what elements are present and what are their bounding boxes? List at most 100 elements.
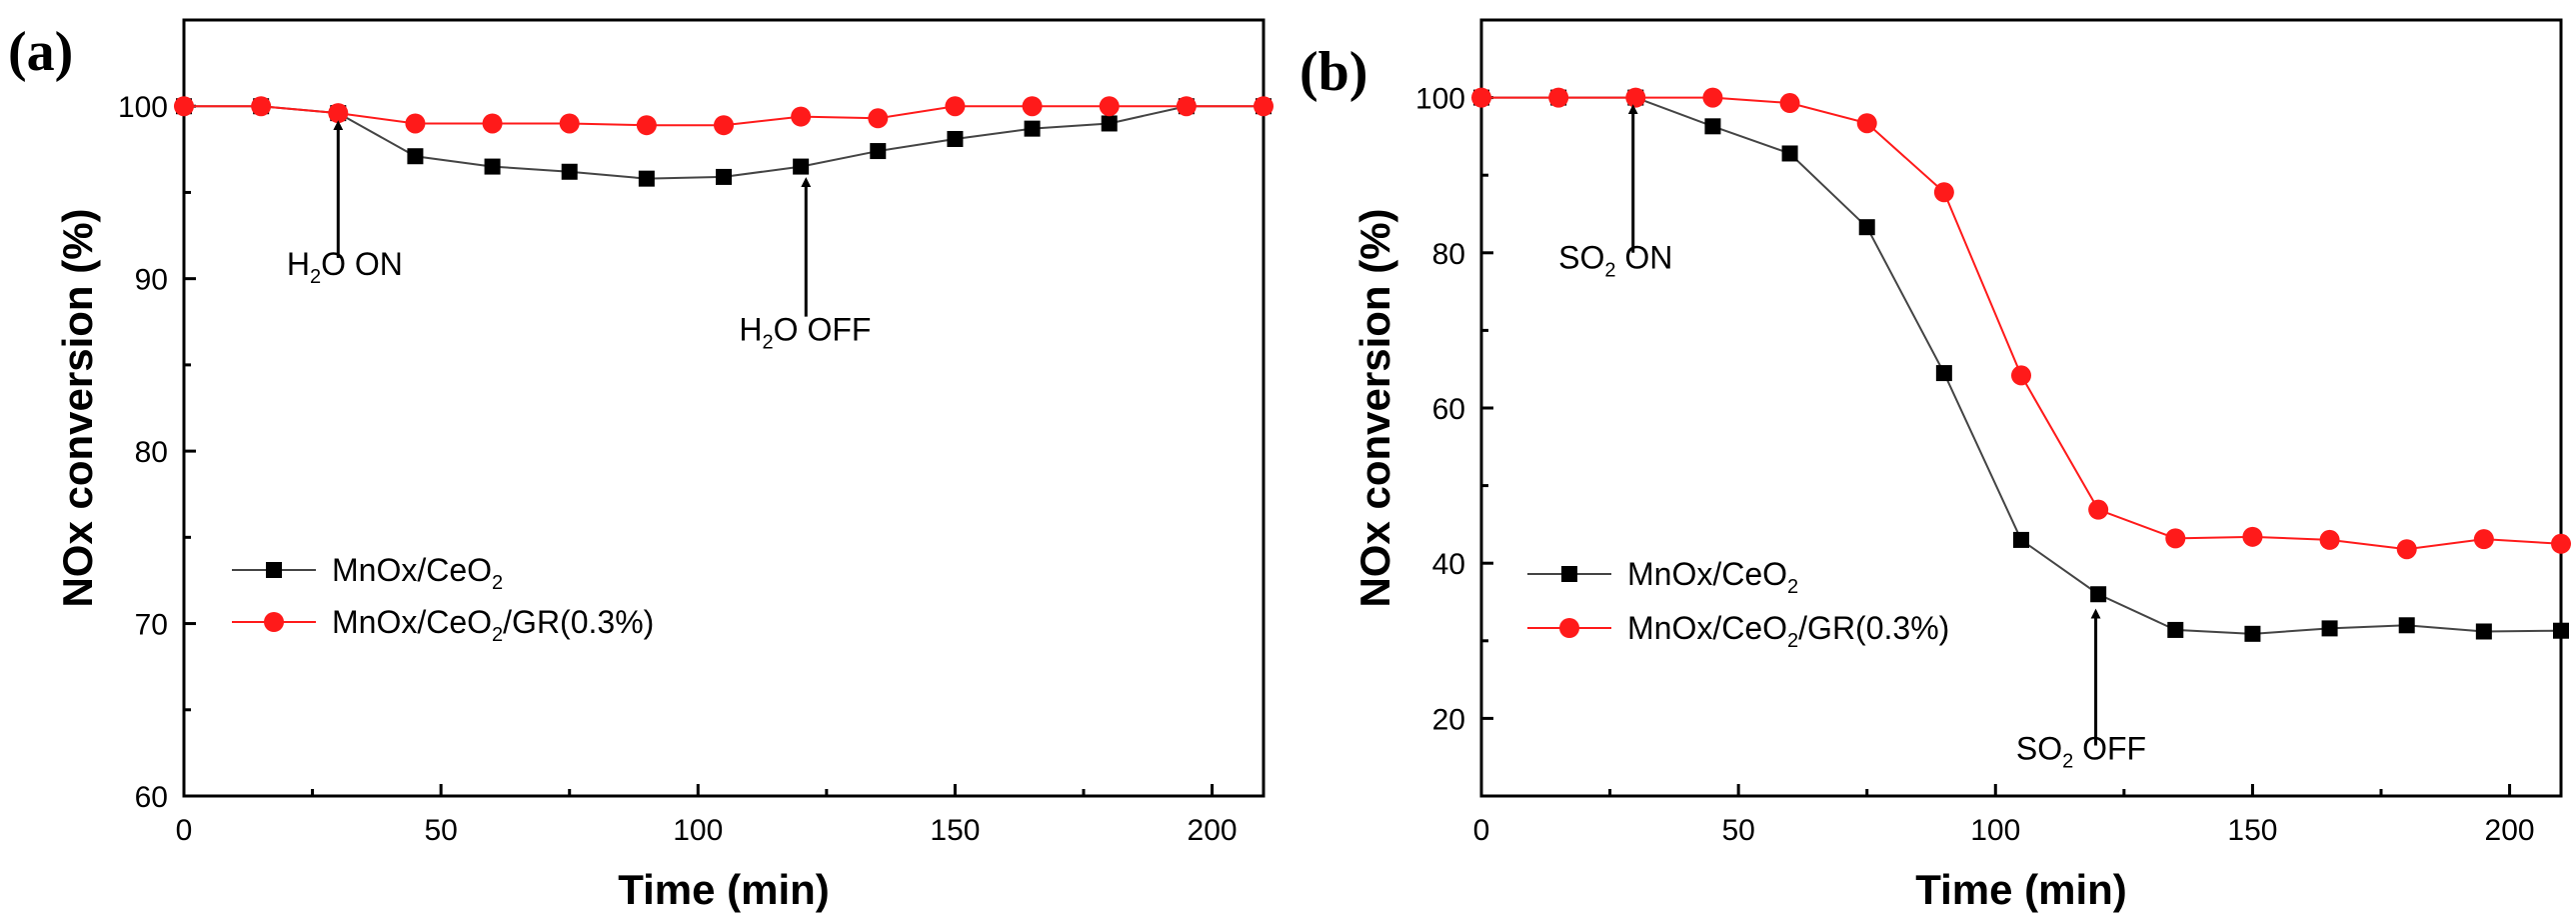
annotation: H2O ON (287, 120, 403, 288)
data-point-circle (714, 115, 734, 136)
panel-label: (b) (1299, 41, 1367, 103)
data-point-circle (1702, 87, 1723, 108)
data-point-circle (405, 113, 426, 134)
annotation-label: H2O OFF (739, 312, 871, 354)
data-point-circle (945, 96, 966, 117)
x-tick-label: 0 (176, 814, 193, 847)
annotation-label: SO2 OFF (2016, 731, 2146, 773)
data-point-square (1935, 365, 1952, 382)
data-point-circle (251, 96, 272, 117)
legend-entry-label: MnOx/CeO2/GR(0.3%) (332, 604, 654, 646)
data-point-square (716, 168, 732, 185)
x-axis-title: Time (min) (1915, 866, 2127, 913)
legend-entry-label-subscript: 2 (1787, 576, 1798, 598)
data-point-square (638, 170, 655, 187)
annotation-label: SO2 ON (1558, 239, 1672, 281)
panel-label: (a) (8, 21, 73, 83)
data-point-square (2090, 586, 2107, 603)
data-point-circle (328, 103, 349, 124)
annotation: SO2 OFF (2016, 608, 2146, 773)
y-tick-label: 100 (118, 91, 168, 124)
annotation-label-main: SO (1558, 239, 1604, 275)
data-point-circle (2473, 529, 2494, 550)
data-point-square (1781, 145, 1798, 162)
x-tick-label: 200 (1188, 814, 1238, 847)
legend: MnOx/CeO2 MnOx/CeO2/GR(0.3%) (232, 552, 654, 646)
data-point-circle (559, 113, 580, 134)
data-point-circle (636, 115, 657, 136)
legend-entry-label: MnOx/CeO2 (1627, 556, 1798, 598)
y-tick-label: 80 (135, 436, 168, 469)
data-point-circle (1099, 96, 1120, 117)
legend-marker-square (1561, 566, 1577, 582)
y-tick-label: 80 (1432, 238, 1465, 271)
legend-marker-circle (264, 612, 284, 632)
annotation-label-tail: O OFF (774, 312, 872, 348)
series-mnox-ceo2-gr (1471, 87, 2571, 560)
x-tick-label: 100 (1970, 814, 2020, 847)
x-tick-label: 150 (930, 814, 980, 847)
data-point-circle (2165, 528, 2186, 549)
data-point-square (1101, 115, 1118, 132)
y-axis-title: NOx conversion (%) (1351, 208, 1398, 607)
x-tick-label: 0 (1473, 814, 1490, 847)
data-point-square (2475, 623, 2492, 640)
legend-entry-label-subscript: 2 (492, 572, 503, 594)
annotation-label-subscript: 2 (2062, 751, 2073, 773)
data-point-circle (2242, 526, 2263, 547)
data-point-square (947, 130, 964, 147)
data-point-circle (1779, 93, 1800, 114)
y-tick-label: 20 (1432, 703, 1465, 736)
data-point-circle (2396, 539, 2417, 560)
annotation-label-tail: OFF (2073, 731, 2146, 767)
legend-entry-label-main: MnOx/CeO (1627, 556, 1787, 592)
y-tick-label: 100 (1415, 83, 1465, 116)
chart-panel-b: 0 50 100 150 200 20 40 60 80 100 Time (min) NOx con… (1299, 18, 2571, 913)
data-point-square (2244, 625, 2261, 642)
y-tick-label: 90 (135, 264, 168, 297)
data-point-circle (2088, 499, 2109, 520)
annotation-label-main: H (287, 246, 310, 282)
data-point-square (2167, 621, 2184, 638)
legend: MnOx/CeO2 MnOx/CeO2/GR(0.3%) (1527, 556, 1949, 652)
data-point-circle (1022, 96, 1043, 117)
series-mnox-ceo2-gr (174, 96, 1274, 136)
y-tick-label: 70 (135, 609, 168, 642)
data-point-square (2013, 531, 2029, 548)
data-point-circle (1625, 87, 1646, 108)
annotation-label-subscript: 2 (1604, 259, 1615, 281)
data-point-square (1024, 120, 1041, 137)
legend-entry-label: MnOx/CeO2/GR(0.3%) (1627, 610, 1949, 652)
y-tick-label: 60 (1432, 393, 1465, 426)
data-point-circle (1471, 87, 1491, 108)
x-tick-label: 150 (2227, 814, 2277, 847)
x-tick-label: 50 (424, 814, 457, 847)
data-point-circle (2011, 365, 2031, 386)
data-point-square (561, 163, 578, 180)
data-point-square (1858, 219, 1875, 236)
data-point-circle (2319, 529, 2340, 550)
data-point-square (2321, 620, 2338, 637)
x-tick-label: 100 (673, 814, 723, 847)
annotation-label-tail: O ON (321, 246, 403, 282)
annotation-label-tail: ON (1616, 239, 1673, 275)
data-point-circle (174, 96, 194, 117)
data-point-square (2553, 622, 2569, 639)
data-point-square (793, 158, 810, 175)
data-point-circle (791, 106, 812, 127)
legend-entry-label-tail: /GR(0.3%) (503, 604, 654, 640)
legend-entry-label-main: MnOx/CeO (332, 604, 492, 640)
legend-entry-label-main: MnOx/CeO (1627, 610, 1787, 646)
annotation-label-main: SO (2016, 731, 2062, 767)
y-tick-label: 60 (135, 781, 168, 814)
legend-entry-label-main: MnOx/CeO (332, 552, 492, 588)
data-point-circle (1933, 182, 1954, 203)
data-point-square (484, 158, 501, 175)
data-point-circle (482, 113, 503, 134)
annotation: H2O OFF (739, 177, 871, 354)
annotation: SO2 ON (1558, 104, 1672, 281)
data-point-circle (1176, 96, 1197, 117)
annotation-label-subscript: 2 (310, 266, 321, 288)
data-point-square (1704, 118, 1721, 135)
